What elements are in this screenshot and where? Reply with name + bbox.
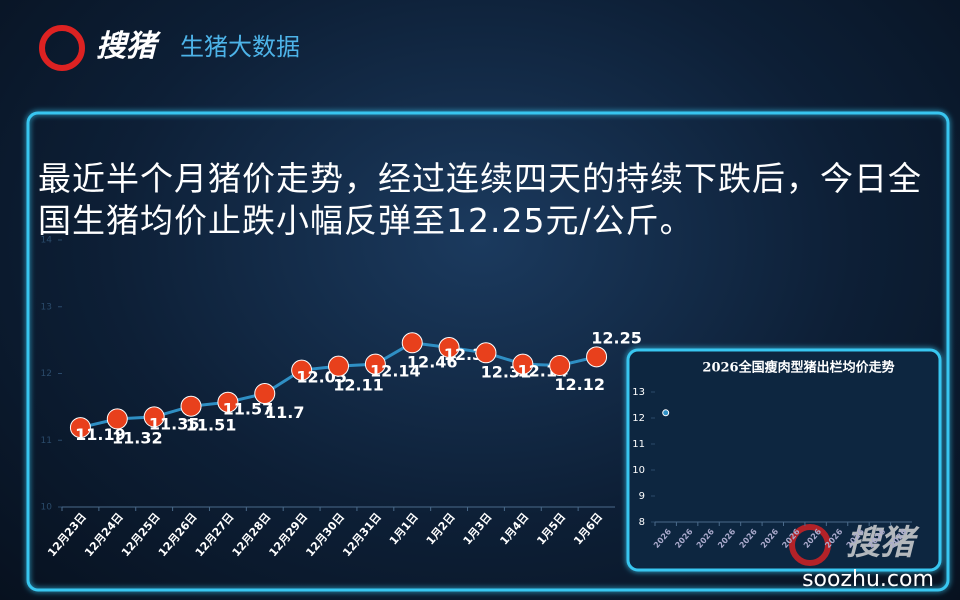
point <box>69 417 91 439</box>
y-tick-label: 11 <box>41 436 52 446</box>
y-tick-label: 14 <box>41 236 53 246</box>
data-label: 12.25 <box>591 328 642 347</box>
data-label: 11.19 <box>75 425 126 444</box>
logo-icon <box>39 25 85 71</box>
x-tick-label: 1月6日 <box>571 511 605 548</box>
watermark-url: soozhu.com <box>802 567 934 592</box>
point <box>586 346 608 368</box>
y-tick-label: 11 <box>632 439 645 450</box>
data-label: 12.12 <box>554 375 605 394</box>
point <box>475 342 497 364</box>
point <box>143 406 165 428</box>
point <box>328 355 349 377</box>
data-label: 12.14 <box>370 362 421 381</box>
frame <box>26 111 950 592</box>
data-label: 11.35 <box>149 414 200 433</box>
chart-title: 2026全国瘦肉型猪出栏均价走势 <box>702 360 894 376</box>
point <box>549 354 571 376</box>
point <box>254 383 276 405</box>
x-tick-label: 1月3日 <box>461 511 495 548</box>
headline: 最近半个月猪价走势，经过连续四天的持续下跌后，今日全国生猪均价止跌小幅反弹至12… <box>38 159 922 240</box>
x-tick-label: 1月5日 <box>534 511 568 548</box>
y-tick-label: 13 <box>632 387 645 398</box>
point <box>291 359 313 381</box>
point <box>180 395 202 417</box>
point <box>217 391 239 413</box>
watermark-icon <box>789 524 831 566</box>
y-tick-label: 12 <box>632 413 645 424</box>
y-tick-label: 10 <box>41 503 53 513</box>
x-tick-label: 1月2日 <box>424 511 458 548</box>
point <box>438 336 460 358</box>
x-tick-label: 1月4日 <box>497 511 531 548</box>
inset-frame <box>626 348 942 572</box>
watermark-logo: 搜猪 <box>846 523 920 563</box>
point <box>662 409 670 417</box>
point <box>512 353 534 375</box>
point <box>364 353 386 375</box>
data-label: 11.7 <box>265 403 304 422</box>
y-tick-label: 9 <box>639 491 645 502</box>
data-label: 11.32 <box>112 428 163 447</box>
y-tick-label: 13 <box>41 302 52 312</box>
header-subtitle: 生猪大数据 <box>180 33 300 61</box>
y-tick-label: 12 <box>41 369 52 379</box>
data-label: 11.57 <box>223 400 274 419</box>
logo-text: 搜猪 <box>96 29 161 64</box>
point <box>106 408 128 430</box>
x-tick-label: 12月31日 <box>340 511 384 560</box>
y-tick-label: 10 <box>632 465 645 476</box>
point <box>401 332 423 354</box>
data-label: 12.11 <box>333 376 384 395</box>
y-tick-label: 8 <box>639 517 645 528</box>
x-tick-label: 1月1日 <box>387 511 421 548</box>
data-label: 11.51 <box>186 416 237 435</box>
